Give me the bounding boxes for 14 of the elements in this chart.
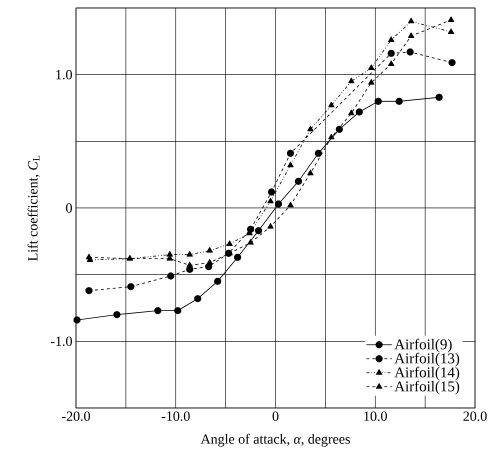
x-tick-label: -10.0 <box>162 412 190 421</box>
x-tick-label: 0 <box>272 412 278 421</box>
y-tick-label: -1.0 <box>50 336 72 346</box>
y-axis-title: Lift coefficient, C$_{L}$ <box>28 156 40 261</box>
legend-label: Airfoil(14) <box>394 366 460 380</box>
legend-label: Airfoil(13) <box>394 352 460 366</box>
x-tick-label: 10.0 <box>364 412 387 421</box>
y-tick-label: 0 <box>66 203 72 213</box>
x-tick-label: -20.0 <box>62 412 90 421</box>
x-axis-title: Angle of attack, α, degrees <box>200 434 350 447</box>
x-tick-label: 20.0 <box>463 412 487 421</box>
legend-label: Airfoil(15) <box>394 380 460 394</box>
y-tick-label: 1.0 <box>56 70 72 80</box>
legend-label: Airfoil(9) <box>394 338 452 352</box>
